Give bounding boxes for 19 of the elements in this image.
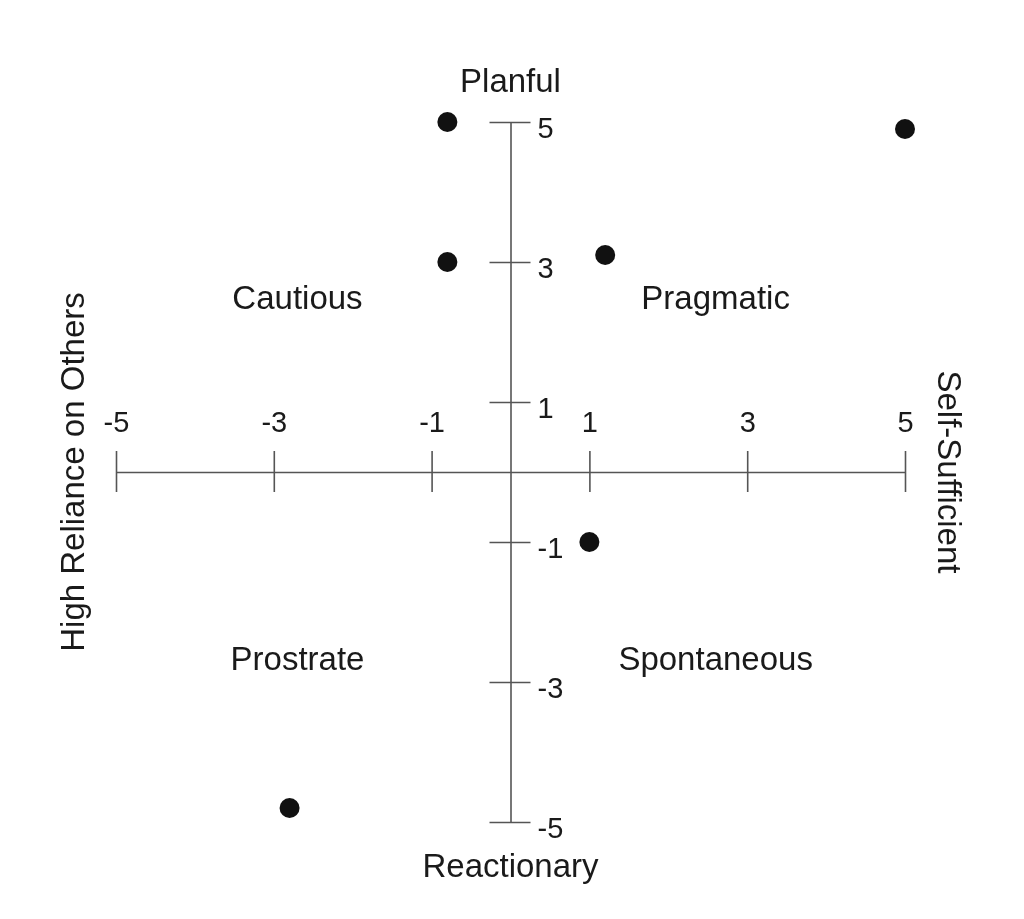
x-tick-label: 3 — [739, 406, 756, 439]
y-tick-label: -3 — [537, 672, 564, 705]
text: Self-Sufficient — [931, 370, 969, 574]
text: High Reliance on Others — [53, 292, 91, 652]
annotation: Cautious — [232, 278, 363, 316]
x-tick-label: -5 — [103, 406, 130, 439]
x-tick-label: -1 — [419, 406, 445, 439]
annotation: Pragmatic — [641, 278, 790, 316]
y-tick-label: -5 — [537, 812, 564, 845]
y-tick-label: 5 — [537, 112, 554, 145]
y-tick-label: 3 — [537, 252, 554, 285]
x-tick-label: -3 — [261, 406, 288, 439]
x-tick-label: 1 — [581, 406, 598, 439]
text: Reactionary — [422, 846, 600, 884]
y-tick-label: -1 — [537, 532, 564, 565]
annotation: Prostrate — [230, 639, 365, 676]
text: Planful — [460, 61, 561, 99]
x-tick-label: 5 — [897, 406, 914, 439]
annotation: Spontaneous — [618, 639, 813, 676]
